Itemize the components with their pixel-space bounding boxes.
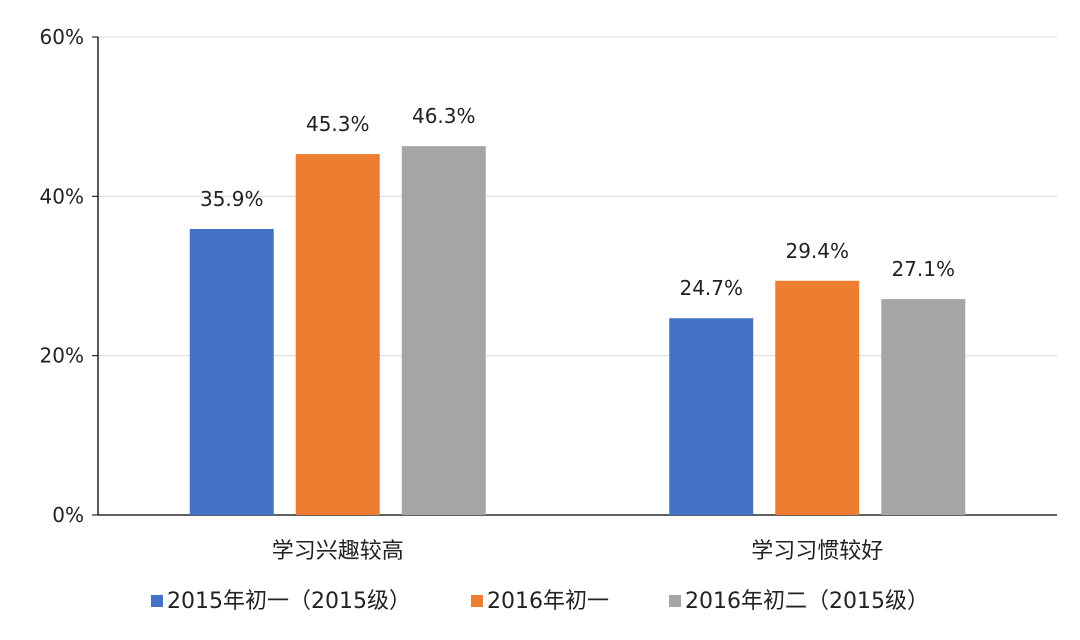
bar bbox=[401, 146, 486, 516]
data-labels: 35.9% 45.3% 46.3% 24.7% 29.4% 27.1% bbox=[200, 104, 955, 300]
x-category-label: 学习兴趣较高 bbox=[272, 539, 404, 564]
legend-swatch bbox=[669, 595, 681, 607]
legend-swatch bbox=[151, 595, 164, 607]
bar bbox=[295, 154, 380, 516]
data-label: 24.7% bbox=[679, 276, 743, 300]
data-label: 45.3% bbox=[306, 112, 370, 136]
bar bbox=[189, 228, 274, 515]
y-tick-label: 0% bbox=[52, 503, 84, 527]
data-label: 29.4% bbox=[785, 239, 849, 263]
x-category-label: 学习习惯较好 bbox=[751, 539, 883, 564]
legend: 2015年初一（2015级） 2016年初一 2016年初二（2015级） bbox=[151, 589, 929, 614]
y-tick-label: 60% bbox=[40, 25, 84, 49]
data-label: 35.9% bbox=[200, 187, 264, 211]
bar bbox=[669, 318, 754, 515]
axes: 0% 20% 40% 60% 学习兴趣较高 学习习惯较好 bbox=[40, 25, 1057, 564]
data-label: 27.1% bbox=[891, 257, 955, 281]
y-tick-label: 40% bbox=[40, 184, 84, 208]
legend-label: 2015年初一（2015级） bbox=[167, 589, 411, 614]
y-tick-label: 20% bbox=[40, 344, 84, 368]
bars bbox=[189, 146, 966, 516]
legend-label: 2016年初二（2015级） bbox=[685, 589, 929, 614]
legend-label: 2016年初一 bbox=[487, 589, 609, 614]
bar bbox=[775, 280, 860, 515]
bar bbox=[881, 299, 966, 515]
data-label: 46.3% bbox=[412, 104, 476, 128]
legend-swatch bbox=[471, 595, 483, 607]
